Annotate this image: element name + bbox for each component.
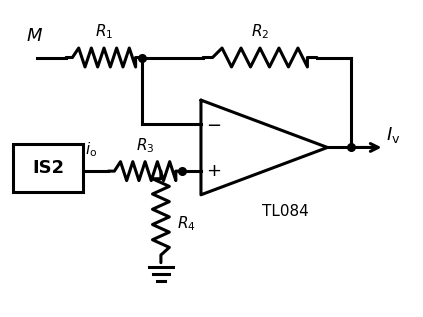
Text: $-$: $-$: [206, 115, 221, 133]
Text: $+$: $+$: [206, 162, 221, 180]
Text: $R_4$: $R_4$: [177, 214, 195, 233]
Text: $I_{\mathrm{v}}$: $I_{\mathrm{v}}$: [387, 125, 401, 145]
Text: $R_3$: $R_3$: [136, 136, 154, 155]
Text: $M$: $M$: [26, 27, 43, 45]
Text: IS2: IS2: [32, 159, 64, 177]
Text: $R_1$: $R_1$: [95, 23, 113, 41]
Bar: [14, 144, 83, 192]
Text: $i_{\mathrm{o}}$: $i_{\mathrm{o}}$: [85, 140, 97, 159]
Text: $R_2$: $R_2$: [251, 23, 269, 41]
Text: TL084: TL084: [262, 204, 309, 219]
